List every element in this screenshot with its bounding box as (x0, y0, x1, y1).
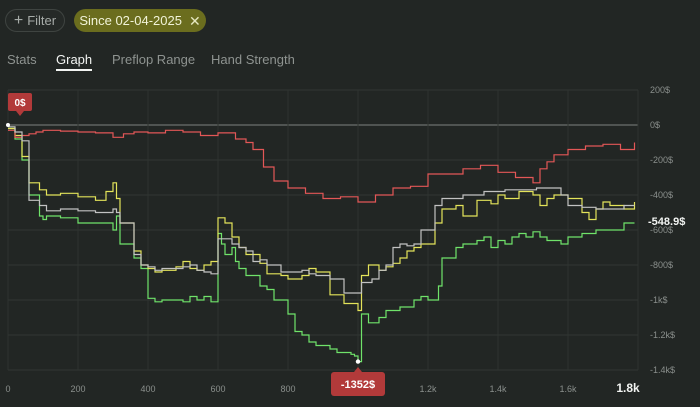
y-tick-label: -1k$ (650, 295, 668, 305)
tab-graph[interactable]: Graph (56, 52, 93, 71)
x-tick-label: 0 (5, 384, 10, 394)
y-tick-label: -800$ (650, 260, 673, 270)
end-value-label: -548.9$ (648, 216, 685, 228)
x-tick-label: 800 (280, 384, 295, 394)
x-tick-label: 400 (140, 384, 155, 394)
tab-preflop-range[interactable]: Preflop Range (112, 52, 196, 67)
x-tick-label: 1.4k (489, 384, 507, 394)
filter-button[interactable]: + Filter (5, 9, 65, 32)
series-lines (8, 126, 636, 363)
min-point (355, 359, 361, 364)
y-axis-labels: 200$ 0$ -200$ -400$ -600$ -800$ -1k$ -1.2k$ -1.4… (650, 85, 675, 375)
y-tick-label: -600$ (650, 225, 673, 235)
grid (7, 89, 639, 371)
filter-label: Filter (27, 13, 57, 28)
min-value-text: -1352$ (341, 379, 375, 391)
value-badges: 0$ -1352$ -548.9$ (6, 93, 685, 396)
y-tick-label: 0$ (650, 120, 660, 130)
y-tick-label: 200$ (650, 85, 670, 95)
tab-stats[interactable]: Stats (7, 52, 37, 67)
date-filter-chip[interactable]: Since 02-04-2025 ✕ (74, 9, 206, 32)
y-tick-label: -1.4k$ (650, 365, 675, 375)
close-icon[interactable]: ✕ (188, 12, 201, 29)
y-tick-label: -1.2k$ (650, 330, 675, 340)
series-line (8, 126, 635, 294)
y-tick-label: -200$ (650, 155, 673, 165)
x-tick-label: 600 (210, 384, 225, 394)
start-value-badge: 0$ (6, 93, 32, 127)
x-tick-label: 200 (70, 384, 85, 394)
x-tick-label: 1.8k (616, 381, 640, 395)
y-tick-label: -400$ (650, 190, 673, 200)
x-axis-labels: 02004006008001k1.2k1.4k1.6k1.8k (5, 381, 640, 395)
profit-graph: 200$ 0$ -200$ -400$ -600$ -800$ -1k$ -1.2k$ -1.4… (5, 85, 685, 396)
x-tick-label: 1.6k (559, 384, 577, 394)
series-line (8, 127, 635, 363)
plus-icon: + (13, 11, 24, 29)
series-line (8, 129, 636, 203)
min-value-badge: -1352$ (331, 359, 385, 396)
tab-bar: Stats Graph Preflop Range Hand Strength (0, 52, 320, 74)
tab-hand-strength[interactable]: Hand Strength (211, 52, 295, 67)
x-tick-label: 1.2k (419, 384, 437, 394)
series-line (8, 127, 636, 312)
start-point (6, 123, 10, 127)
date-filter-label: Since 02-04-2025 (79, 13, 182, 28)
start-value-text: 0$ (14, 98, 26, 109)
